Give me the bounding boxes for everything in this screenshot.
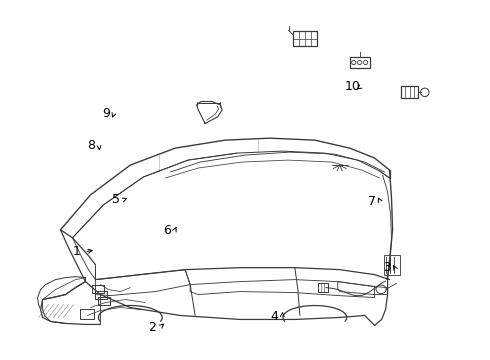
Text: 10: 10 (344, 80, 361, 93)
Text: 7: 7 (368, 195, 376, 208)
Bar (80, 310, 95, 319)
Text: 8: 8 (87, 139, 95, 152)
Bar (96, 291, 107, 298)
Text: 9: 9 (102, 107, 110, 120)
Text: 2: 2 (148, 320, 156, 333)
Bar (384, 255, 399, 275)
Bar (318, 283, 328, 292)
Text: 4: 4 (270, 310, 278, 323)
Bar (349, 57, 370, 68)
Bar (98, 297, 110, 305)
Text: 6: 6 (163, 224, 171, 237)
Text: 3: 3 (383, 261, 391, 274)
Text: 1: 1 (73, 245, 80, 258)
Bar (293, 31, 317, 46)
Text: 5: 5 (112, 193, 120, 206)
Bar (401, 86, 418, 98)
Bar (93, 285, 104, 293)
